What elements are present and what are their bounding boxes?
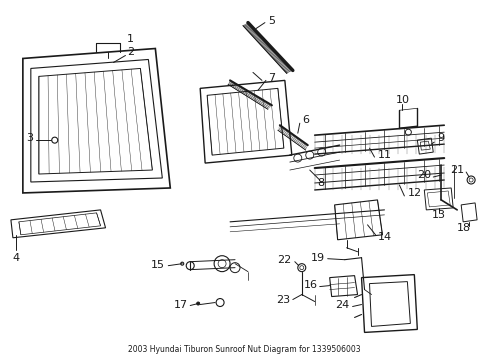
Text: 15: 15 (151, 260, 165, 270)
Text: 24: 24 (335, 300, 349, 310)
Text: 8: 8 (317, 178, 324, 188)
Polygon shape (424, 188, 452, 210)
Text: 6: 6 (301, 115, 308, 125)
Text: 12: 12 (407, 188, 421, 198)
Text: 21: 21 (449, 165, 463, 175)
Text: 3: 3 (26, 133, 33, 143)
Text: 2003 Hyundai Tiburon Sunroof Nut Diagram for 1339506003: 2003 Hyundai Tiburon Sunroof Nut Diagram… (127, 345, 360, 354)
Text: 5: 5 (267, 15, 274, 26)
Text: 13: 13 (431, 210, 446, 220)
Text: 1: 1 (127, 33, 134, 44)
Text: 4: 4 (12, 253, 20, 263)
Text: 11: 11 (377, 150, 391, 160)
Text: 20: 20 (416, 170, 430, 180)
Text: 7: 7 (267, 73, 274, 84)
Text: 22: 22 (277, 255, 291, 265)
Circle shape (196, 302, 199, 305)
Polygon shape (329, 276, 357, 297)
Text: 23: 23 (275, 294, 289, 305)
Text: 19: 19 (310, 253, 324, 263)
Text: 9: 9 (436, 133, 444, 143)
Text: 18: 18 (456, 223, 470, 233)
Text: 14: 14 (377, 232, 391, 242)
Text: 2: 2 (126, 48, 134, 58)
Text: 16: 16 (303, 280, 317, 289)
Text: 10: 10 (395, 95, 408, 105)
Text: 17: 17 (174, 300, 188, 310)
